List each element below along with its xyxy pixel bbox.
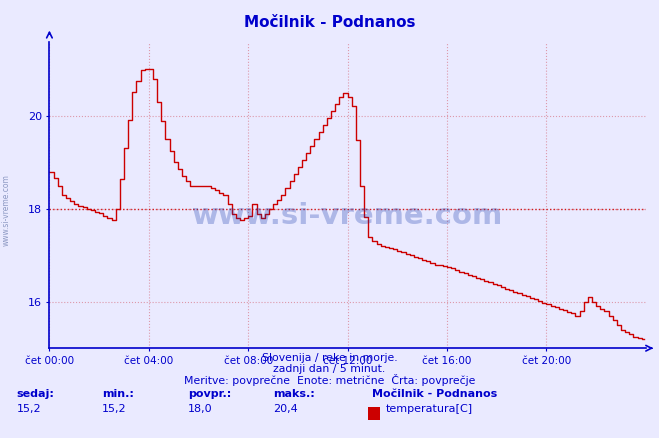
Text: 20,4: 20,4	[273, 404, 299, 414]
Text: maks.:: maks.:	[273, 389, 315, 399]
Text: Močilnik - Podnanos: Močilnik - Podnanos	[244, 15, 415, 30]
Text: temperatura[C]: temperatura[C]	[386, 404, 473, 414]
Text: Močilnik - Podnanos: Močilnik - Podnanos	[372, 389, 498, 399]
Text: Slovenija / reke in morje.: Slovenija / reke in morje.	[262, 353, 397, 363]
Text: www.si-vreme.com: www.si-vreme.com	[2, 174, 11, 246]
Text: povpr.:: povpr.:	[188, 389, 231, 399]
Text: 15,2: 15,2	[16, 404, 41, 414]
Text: www.si-vreme.com: www.si-vreme.com	[192, 202, 503, 230]
Text: zadnji dan / 5 minut.: zadnji dan / 5 minut.	[273, 364, 386, 374]
Text: 18,0: 18,0	[188, 404, 212, 414]
Text: 15,2: 15,2	[102, 404, 127, 414]
Text: min.:: min.:	[102, 389, 134, 399]
Text: sedaj:: sedaj:	[16, 389, 54, 399]
Text: Meritve: povprečne  Enote: metrične  Črta: povprečje: Meritve: povprečne Enote: metrične Črta:…	[184, 374, 475, 386]
